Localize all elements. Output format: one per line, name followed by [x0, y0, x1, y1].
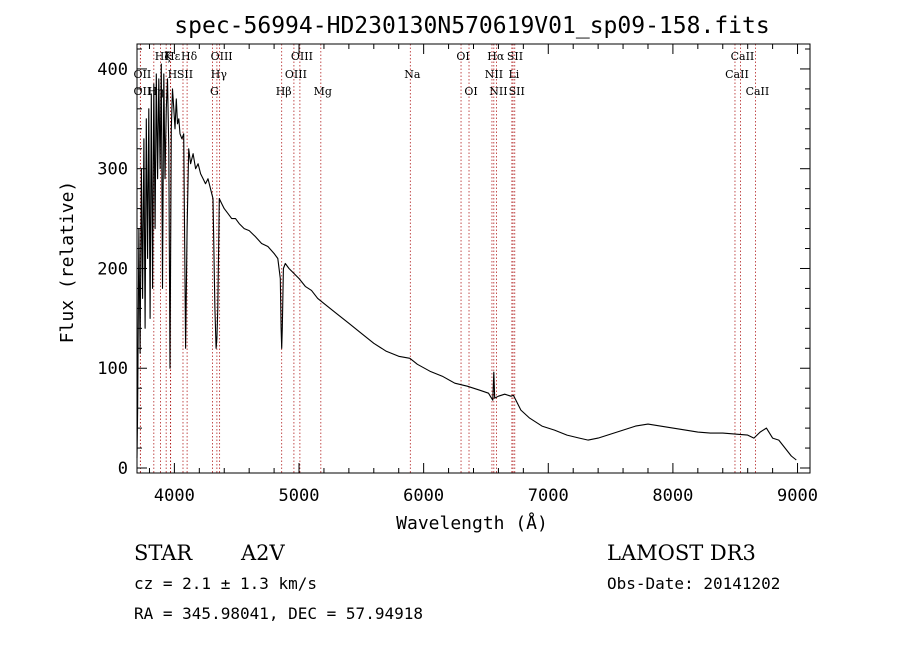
plot-frame — [136, 43, 811, 474]
spectral-line-label: SII — [177, 68, 193, 81]
y-tick-label: 100 — [97, 359, 128, 379]
spectral-line-label: Na — [404, 68, 421, 81]
spectrum-line-spectrum — [136, 63, 797, 461]
spectral-line-label: OI — [456, 50, 469, 63]
spectral-line-label: Mg — [314, 85, 332, 98]
spectral-line-label: G — [210, 85, 219, 98]
x-axis-label: Wavelength (Å) — [396, 512, 548, 534]
axis-tick-labels: 4000 5000 6000 7000 8000 9000 0 100 200 300 400 — [97, 60, 818, 506]
spectral-line-label: OI — [464, 85, 477, 98]
spectral-line-label: Hζ — [155, 50, 171, 63]
spectral-line-label: OII — [134, 68, 152, 81]
y-axis-label: Flux (relative) — [57, 181, 78, 344]
object-subclass: A2V — [241, 541, 285, 565]
spectral-line-label: CaII — [725, 68, 749, 81]
axis-ticks — [137, 44, 810, 473]
y-tick-label: 0 — [118, 459, 128, 479]
spectral-line-label: CaII — [746, 85, 770, 98]
spectral-line-label: CaII — [731, 50, 755, 63]
spectral-line-label: K — [164, 50, 173, 63]
spectral-line-label: Hδ — [181, 50, 198, 63]
spectral-line-label: Hε — [165, 50, 181, 63]
x-tick-label: 8000 — [652, 486, 693, 506]
y-tick-label: 300 — [97, 160, 128, 180]
spectral-line-label: NII — [489, 85, 507, 98]
spectral-line-label: OII — [134, 85, 152, 98]
spectral-line-label: SII — [509, 85, 525, 98]
redshift-cz: cz = 2.1 ± 1.3 km/s — [134, 574, 318, 593]
x-tick-label: 5000 — [279, 486, 320, 506]
obs-date: Obs-Date: 20141202 — [607, 574, 781, 593]
spectral-line-label: NII — [485, 68, 503, 81]
spectral-line-label: OIII — [285, 68, 307, 81]
y-tick-label: 200 — [97, 259, 128, 279]
spectral-line-label: Hα — [487, 50, 505, 63]
spectral-line-label: OIII — [211, 50, 233, 63]
spectral-line-label: SII — [507, 50, 523, 63]
x-tick-label: 4000 — [154, 486, 195, 506]
chart-title: spec-56994-HD230130N570619V01_sp09-158.f… — [174, 13, 769, 39]
spectral-line-label: Hβ — [276, 85, 292, 98]
x-tick-label: 6000 — [403, 486, 444, 506]
x-tick-label: 7000 — [528, 486, 569, 506]
y-tick-label: 400 — [97, 60, 128, 80]
ra-dec-coordinates: RA = 345.98041, DEC = 57.94918 — [134, 604, 423, 623]
spectral-line-label: Hγ — [211, 68, 228, 81]
spectral-line-markers — [139, 44, 756, 473]
spectral-line-label: OIII — [291, 50, 313, 63]
survey-name: LAMOST DR3 — [607, 541, 756, 565]
spectrum-series — [136, 63, 797, 461]
spectral-line-label: H — [168, 68, 178, 81]
x-tick-label: 9000 — [777, 486, 818, 506]
object-class: STAR — [134, 541, 193, 565]
spectral-line-label: Li — [508, 68, 519, 81]
